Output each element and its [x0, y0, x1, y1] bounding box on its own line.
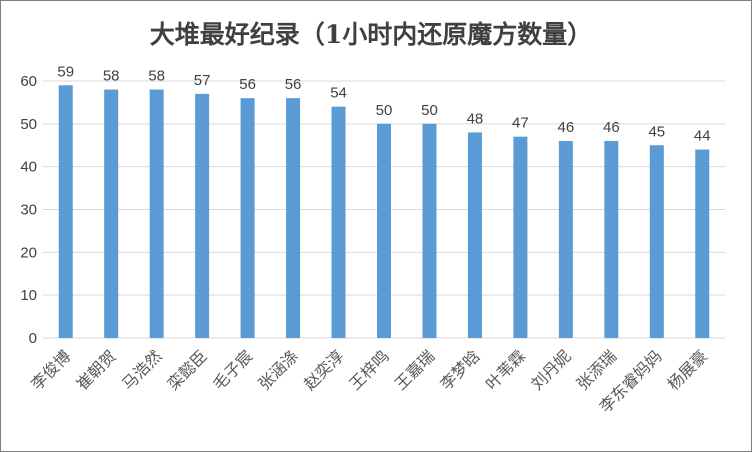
bar — [558, 140, 573, 338]
category-label: 王嘉瑞 — [391, 346, 438, 393]
data-label: 44 — [694, 128, 711, 145]
category-label: 张涵涤 — [255, 346, 302, 393]
category-label: 马浩然 — [118, 346, 165, 393]
bar — [104, 89, 119, 338]
bars — [58, 85, 710, 339]
data-label: 54 — [330, 85, 347, 102]
category-label: 栾懿臣 — [164, 346, 211, 393]
bar — [195, 93, 210, 338]
bar — [377, 123, 391, 338]
category-label: 叶苇霖 — [482, 346, 529, 393]
y-tick-label: 30 — [20, 202, 37, 219]
data-label: 57 — [194, 72, 211, 89]
data-label: 47 — [512, 115, 529, 132]
data-label: 48 — [467, 110, 484, 127]
category-label: 李梦晗 — [436, 346, 483, 393]
data-label: 56 — [285, 76, 302, 93]
category-label: 刘丹妮 — [527, 346, 574, 393]
bar — [240, 98, 255, 338]
category-label: 毛子宸 — [209, 346, 256, 393]
y-tick-label: 60 — [20, 73, 37, 90]
category-label: 崔朝贺 — [73, 346, 120, 393]
data-label: 58 — [103, 68, 120, 85]
category-label: 李俊博 — [27, 346, 74, 393]
y-tick-label: 0 — [29, 330, 37, 347]
y-axis-ticks: 0 10 20 30 40 50 60 — [20, 73, 37, 347]
bar — [604, 140, 619, 338]
data-label: 46 — [558, 119, 575, 136]
y-tick-label: 10 — [20, 287, 37, 304]
data-label: 46 — [603, 119, 620, 136]
bar — [649, 145, 664, 338]
y-tick-label: 50 — [20, 116, 37, 133]
chart-title: 大堆最好纪录（1小时内还原魔方数量） — [150, 20, 592, 49]
data-label: 50 — [421, 102, 438, 119]
bar — [149, 89, 164, 338]
x-axis-categories: 李俊博崔朝贺马浩然栾懿臣毛子宸张涵涤赵奕淳王梓鸣王嘉瑞李梦晗叶苇霖刘丹妮张添瑞李… — [27, 346, 711, 416]
data-label: 58 — [148, 68, 165, 85]
y-tick-label: 20 — [20, 244, 37, 261]
bar — [695, 149, 710, 338]
data-labels: 59 58 58 57 56 56 54 50 50 48 47 46 46 45 44 — [57, 63, 710, 144]
category-label: 赵奕淳 — [300, 346, 347, 393]
category-label: 王梓鸣 — [345, 346, 392, 393]
bar — [467, 132, 482, 338]
bar — [422, 123, 437, 338]
data-label: 50 — [376, 102, 393, 119]
bar — [331, 106, 346, 338]
category-label: 杨展豪 — [664, 346, 711, 393]
data-label: 59 — [57, 63, 74, 80]
bar — [286, 98, 301, 338]
y-tick-label: 40 — [20, 159, 37, 176]
bar — [58, 85, 73, 339]
data-label: 56 — [239, 76, 256, 93]
bar — [513, 136, 528, 338]
data-label: 45 — [648, 123, 665, 140]
